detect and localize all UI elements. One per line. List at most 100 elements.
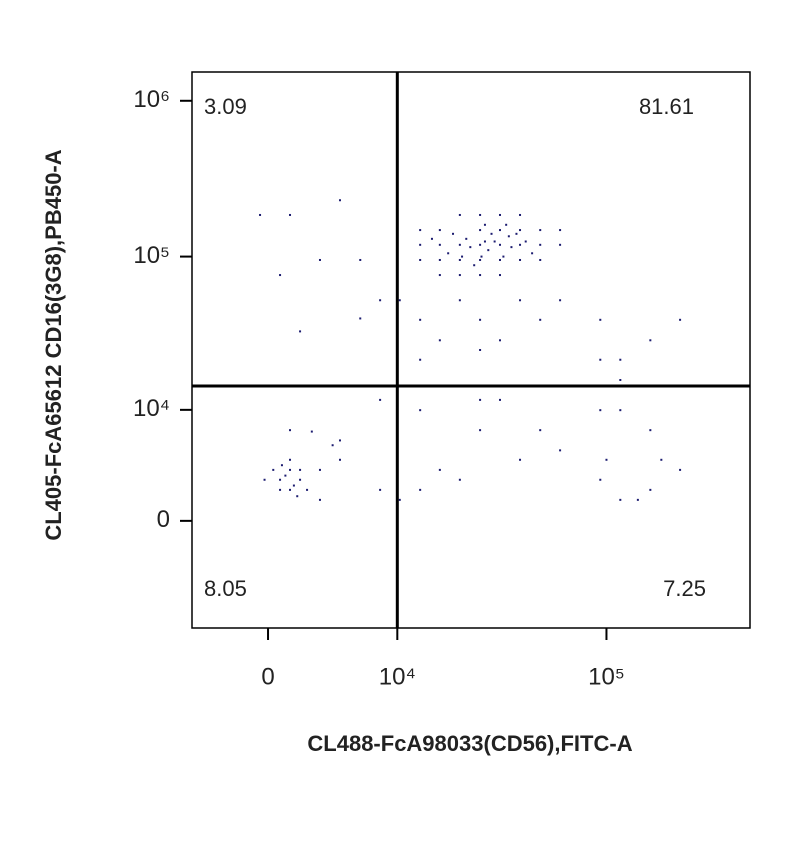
point xyxy=(498,274,501,277)
y-axis-label: CL405-FcA65612 CD16(3G8),PB450-A xyxy=(41,149,66,540)
point xyxy=(306,488,309,491)
point xyxy=(619,498,622,501)
point xyxy=(636,498,639,501)
point xyxy=(479,213,482,216)
y-tick-label: 0 xyxy=(157,506,170,533)
point xyxy=(419,488,422,491)
point xyxy=(679,468,682,471)
point xyxy=(331,444,334,447)
point xyxy=(479,429,482,432)
y-tick-label: 10⁵ xyxy=(133,242,170,269)
point xyxy=(519,299,522,302)
point xyxy=(438,339,441,342)
point xyxy=(519,243,522,246)
point xyxy=(479,318,482,321)
point xyxy=(599,318,602,321)
point xyxy=(479,229,482,232)
point xyxy=(379,398,382,401)
point xyxy=(398,299,401,302)
point xyxy=(318,468,321,471)
point xyxy=(599,478,602,481)
point xyxy=(292,484,295,487)
point xyxy=(359,317,362,320)
point xyxy=(493,240,496,243)
point xyxy=(507,235,510,238)
point xyxy=(498,398,501,401)
quadrant-label: 7.25 xyxy=(663,576,706,601)
point xyxy=(510,246,513,249)
point xyxy=(469,246,472,249)
point xyxy=(398,498,401,501)
point xyxy=(490,232,493,235)
point xyxy=(599,358,602,361)
point xyxy=(479,258,482,261)
point xyxy=(310,430,313,433)
point xyxy=(519,458,522,461)
point xyxy=(479,243,482,246)
point xyxy=(559,299,562,302)
point xyxy=(452,232,455,235)
point xyxy=(649,429,652,432)
point xyxy=(539,318,542,321)
point xyxy=(539,243,542,246)
point xyxy=(419,243,422,246)
point xyxy=(461,255,464,258)
point xyxy=(539,258,542,261)
point xyxy=(619,358,622,361)
point xyxy=(338,458,341,461)
point xyxy=(498,243,501,246)
point xyxy=(289,458,292,461)
point xyxy=(619,378,622,381)
point xyxy=(483,223,486,226)
x-tick-label: 10⁵ xyxy=(588,663,625,690)
point xyxy=(289,468,292,471)
point xyxy=(480,255,483,258)
point xyxy=(379,299,382,302)
point xyxy=(483,240,486,243)
point xyxy=(479,398,482,401)
point xyxy=(299,478,302,481)
point xyxy=(289,429,292,432)
point xyxy=(289,213,292,216)
point xyxy=(272,468,275,471)
point xyxy=(660,458,663,461)
point xyxy=(419,318,422,321)
x-tick-label: 10⁴ xyxy=(379,663,416,690)
point xyxy=(419,358,422,361)
point xyxy=(458,299,461,302)
point xyxy=(419,258,422,261)
point xyxy=(679,318,682,321)
point xyxy=(498,339,501,342)
point xyxy=(284,474,287,477)
point xyxy=(519,229,522,232)
point xyxy=(559,449,562,452)
point xyxy=(419,409,422,412)
point xyxy=(519,213,522,216)
point xyxy=(487,249,490,252)
point xyxy=(473,264,476,267)
point xyxy=(259,213,262,216)
point xyxy=(338,439,341,442)
point xyxy=(502,255,505,258)
x-axis-label: CL488-FcA98033(CD56),FITC-A xyxy=(307,731,632,756)
point xyxy=(338,199,341,202)
point xyxy=(299,330,302,333)
point xyxy=(438,258,441,261)
point xyxy=(519,258,522,261)
point xyxy=(458,478,461,481)
point xyxy=(531,252,534,255)
point xyxy=(296,495,299,498)
point xyxy=(458,274,461,277)
point xyxy=(458,213,461,216)
point xyxy=(379,488,382,491)
point xyxy=(619,409,622,412)
point xyxy=(438,243,441,246)
point xyxy=(605,458,608,461)
x-tick-label: 0 xyxy=(261,663,274,690)
point xyxy=(289,488,292,491)
point xyxy=(447,252,450,255)
point xyxy=(458,258,461,261)
point xyxy=(559,229,562,232)
point xyxy=(263,478,266,481)
quadrant-label: 81.61 xyxy=(639,94,694,119)
